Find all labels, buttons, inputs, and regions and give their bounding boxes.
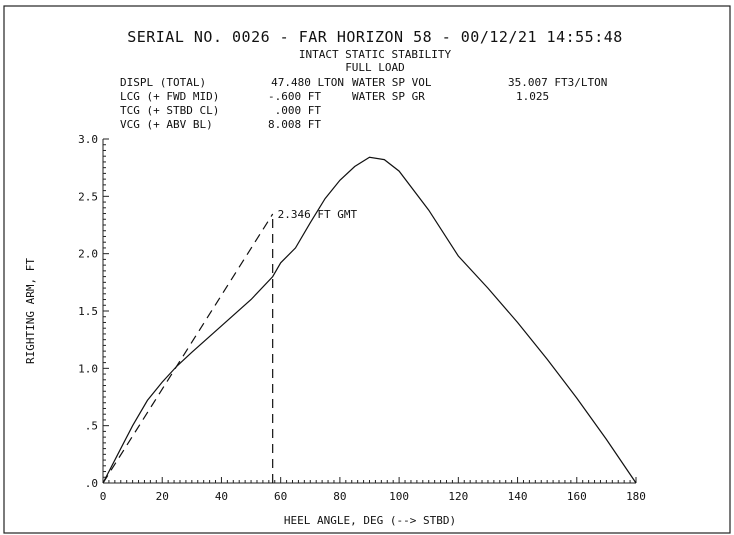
- water-sp-gr-value: 1.025: [516, 90, 549, 103]
- y-tick-labels: .0 .5 1.0 1.5 2.0 2.5 3.0: [78, 133, 98, 490]
- y-tick-label: .0: [85, 477, 98, 490]
- displ-label: DISPL (TOTAL): [120, 76, 206, 89]
- x-tick-label: 20: [156, 490, 169, 503]
- righting-arm-curve: [102, 156, 637, 484]
- tcg-label: TCG (+ STBD CL): [120, 104, 219, 117]
- tcg-value: .000 FT: [275, 104, 322, 117]
- x-tick-label: 120: [448, 490, 468, 503]
- gmt-annotation: 2.346 FT GMT: [278, 208, 358, 221]
- gmt-tangent-line: [102, 213, 274, 484]
- y-tick-label: 1.0: [78, 362, 98, 375]
- series-layer: [102, 156, 637, 484]
- x-tick-label: 100: [389, 490, 409, 503]
- vcg-label: VCG (+ ABV BL): [120, 118, 213, 131]
- x-tick-labels: 0 20 40 60 80 100 120 140 160 180: [100, 490, 646, 503]
- displ-value: 47.480 LTON: [271, 76, 344, 89]
- water-sp-vol-label: WATER SP VOL: [352, 76, 432, 89]
- y-tick-label: .5: [85, 420, 98, 433]
- y-axis-label: RIGHTING ARM, FT: [24, 258, 37, 364]
- info-block: DISPL (TOTAL) 47.480 LTON LCG (+ FWD MID…: [120, 76, 607, 131]
- x-tick-label: 140: [508, 490, 528, 503]
- lcg-value: -.600 FT: [268, 90, 321, 103]
- y-tick-label: 2.0: [78, 248, 98, 261]
- report-subtitle: INTACT STATIC STABILITY: [299, 48, 452, 61]
- vcg-value: 8.008 FT: [268, 118, 321, 131]
- lcg-label: LCG (+ FWD MID): [120, 90, 219, 103]
- x-axis-label: HEEL ANGLE, DEG (--> STBD): [284, 514, 456, 527]
- water-sp-gr-label: WATER SP GR: [352, 90, 425, 103]
- y-tick-label: 3.0: [78, 133, 98, 146]
- water-sp-vol-value: 35.007 FT3/LTON: [508, 76, 607, 89]
- x-tick-label: 80: [333, 490, 346, 503]
- minor-ticks: [102, 138, 637, 484]
- y-tick-label: 2.5: [78, 190, 98, 203]
- x-tick-label: 0: [100, 490, 107, 503]
- x-tick-label: 160: [567, 490, 587, 503]
- x-tick-label: 40: [215, 490, 228, 503]
- x-tick-label: 60: [274, 490, 287, 503]
- load-condition: FULL LOAD: [345, 61, 405, 74]
- x-tick-label: 180: [626, 490, 646, 503]
- y-tick-label: 1.5: [78, 305, 98, 318]
- report-title: SERIAL NO. 0026 - FAR HORIZON 58 - 00/12…: [127, 28, 623, 46]
- page-frame: [3, 5, 731, 534]
